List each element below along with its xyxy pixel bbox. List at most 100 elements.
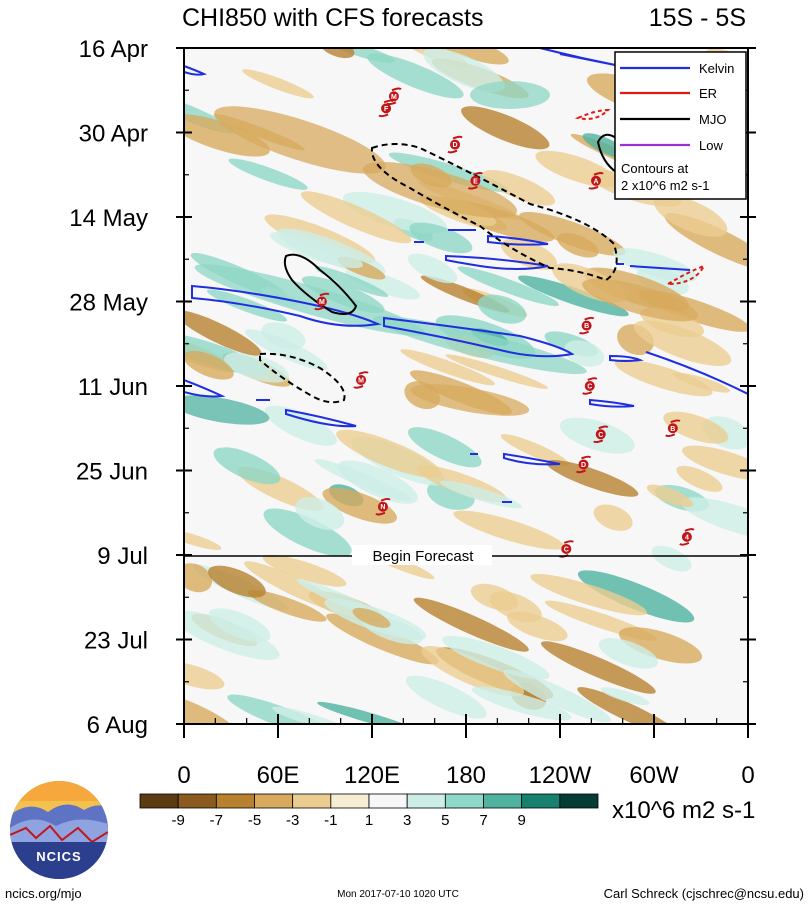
y-tick-label: 25 Jun [76, 459, 148, 486]
y-tick-label: 23 Jul [84, 628, 148, 655]
contour [184, 379, 226, 398]
contour [259, 352, 346, 404]
storm-letter: B [584, 323, 589, 330]
y-tick-label: 28 May [69, 290, 148, 317]
storm-marker: B [665, 419, 681, 438]
colorbar-label: 5 [441, 812, 449, 829]
legend-label-kelvin: Kelvin [699, 61, 734, 76]
colorbar-swatch [368, 793, 408, 809]
storm-icon [578, 459, 589, 470]
colorbar-swatch [521, 793, 561, 809]
x-tick-label: 120E [344, 762, 400, 789]
footer-author: Carl Schreck (cjschrec@ncsu.edu) [604, 886, 804, 901]
forecast-label: Begin Forecast [373, 548, 475, 565]
legend: Kelvin ER MJO Low Contours at 2 x10^6 m2… [614, 51, 747, 200]
ncics-logo: NCICS [10, 781, 108, 879]
contour [370, 143, 618, 282]
colorbar-label: 7 [479, 812, 487, 829]
storm-icon [584, 381, 595, 391]
storm-marker: C [582, 377, 598, 395]
storm-icon [470, 175, 481, 186]
storm-marker: F [378, 99, 394, 118]
storm-letter: N [380, 504, 385, 511]
legend-label-mjo: MJO [699, 112, 726, 127]
colorbar-swatch [444, 793, 484, 809]
colorbar-label: -1 [324, 812, 337, 829]
x-tick-label: 120W [529, 762, 592, 789]
legend-note-line1: Contours at [621, 161, 689, 176]
storm-marker: M [314, 292, 330, 311]
colorbar-label: 1 [365, 812, 373, 829]
storm-icon [581, 320, 592, 331]
storm-icon [381, 103, 392, 114]
storm-marker: C [593, 425, 609, 444]
contour [609, 354, 644, 362]
lat-band-label: 15S - 5S [649, 4, 746, 32]
y-tick-label: 11 Jun [78, 374, 148, 401]
storm-marker: B [578, 316, 595, 335]
storm-letter: D [581, 462, 586, 469]
y-tick-label: 9 Jul [97, 543, 148, 570]
y-tick-label: 16 Apr [79, 36, 148, 63]
storm-marker: A [588, 171, 604, 190]
storm-icon [561, 543, 572, 554]
contour [383, 316, 575, 358]
colorbar-swatch [330, 793, 370, 809]
storm-letter: E [473, 178, 478, 185]
x-tick-label: 60E [257, 762, 300, 789]
logo-text: NCICS [36, 849, 81, 864]
colorbar-label: -9 [171, 812, 184, 829]
colorbar-swatch [177, 793, 217, 809]
storm-letter: M [358, 377, 364, 384]
y-tick-label: 6 Aug [87, 712, 148, 739]
storm-letter: C [598, 432, 603, 439]
colorbar-swatch [215, 793, 255, 809]
colorbar-swatch [559, 793, 599, 809]
colorbar-label: 9 [517, 812, 525, 829]
storm-marker: E [467, 171, 484, 190]
storm-icon [595, 429, 606, 440]
anomaly-field [184, 48, 748, 724]
y-tick-label: 14 May [69, 205, 148, 232]
storm-letter: M [391, 94, 397, 101]
storm-icon [681, 531, 692, 542]
contours [184, 48, 748, 503]
colorbar-label: 3 [403, 812, 411, 829]
storm-letter: 4 [685, 534, 689, 541]
storm-icon [667, 423, 678, 434]
storm-marker: 4 [679, 528, 695, 546]
x-tick-label: 60W [629, 762, 679, 789]
storm-letter: A [594, 178, 599, 185]
legend-note-line2: 2 x10^6 m2 s-1 [621, 178, 709, 193]
colorbar-swatch [254, 793, 294, 809]
footer-timestamp: Mon 2017-07-10 1020 UTC [337, 889, 459, 900]
contour [574, 108, 611, 120]
contour [283, 253, 358, 315]
contour [589, 398, 635, 408]
contour [191, 284, 382, 327]
footer-website: ncics.org/mjo [5, 886, 82, 901]
colorbar-label: -3 [286, 812, 299, 829]
x-axis: 0 60E 120E 180 120W 60W 0 [177, 714, 755, 789]
contour [629, 265, 691, 271]
colorbar-swatch [483, 793, 523, 809]
legend-box [614, 51, 747, 200]
storm-icon [388, 91, 399, 102]
storm-marker: M [353, 371, 369, 389]
contour [184, 65, 208, 76]
storm-icon [377, 501, 388, 512]
colorbar-units: x10^6 m2 s-1 [612, 797, 755, 824]
colorbar-swatch [406, 793, 446, 809]
contour [645, 351, 748, 395]
contour [487, 234, 549, 246]
contour [285, 408, 357, 428]
chart-title: CHI850 with CFS forecasts [182, 4, 484, 32]
storm-icon [316, 296, 327, 307]
colorbar-label: -7 [210, 812, 223, 829]
storm-letter: M [319, 299, 325, 306]
storm-icon [450, 139, 461, 150]
y-tick-label: 30 Apr [79, 121, 148, 148]
storm-letter: D [453, 142, 458, 149]
